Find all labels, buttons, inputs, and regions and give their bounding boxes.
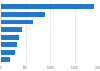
Bar xyxy=(1,12,45,17)
Bar xyxy=(1,20,33,24)
Bar xyxy=(1,42,17,47)
Bar xyxy=(1,27,22,32)
Bar xyxy=(1,35,19,40)
Bar xyxy=(1,50,15,55)
Bar xyxy=(1,58,10,62)
Bar xyxy=(1,4,94,9)
